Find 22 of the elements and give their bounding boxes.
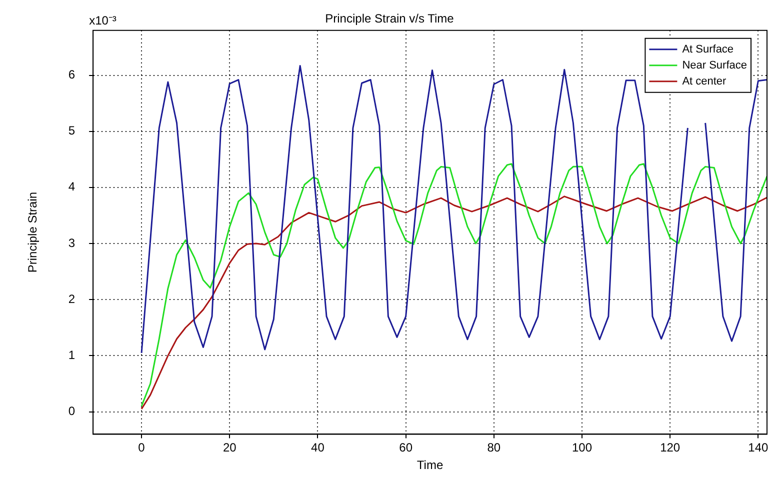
x-tick-label: 0 (138, 440, 146, 455)
legend-label: At center (682, 75, 727, 88)
x-tick-label: 40 (311, 440, 325, 455)
y-tick-label: 2 (68, 292, 76, 306)
y-tick-label: 3 (68, 236, 76, 250)
y-tick-label: 1 (68, 348, 76, 362)
chart-title: Principle Strain v/s Time (325, 12, 454, 26)
text: x10⁻³ (89, 14, 116, 28)
legend-label: At Surface (682, 43, 734, 56)
x-tick-label: 20 (222, 440, 237, 455)
legend-label: Near Surface (682, 59, 748, 72)
y-axis-title: Principle Strain (26, 192, 40, 273)
x-axis-title: Time (416, 458, 444, 472)
x-tick-label: 100 (572, 440, 592, 455)
y-tick-label: 0 (68, 404, 76, 418)
y-tick-label: 4 (68, 180, 76, 194)
y-tick-label: 5 (68, 124, 76, 138)
x-tick-label: 80 (487, 440, 501, 455)
y-tick-label: 6 (68, 68, 76, 82)
x-tick-label: 120 (660, 440, 680, 455)
x-tick-label: 140 (748, 440, 769, 455)
x-tick-label: 60 (399, 440, 413, 455)
